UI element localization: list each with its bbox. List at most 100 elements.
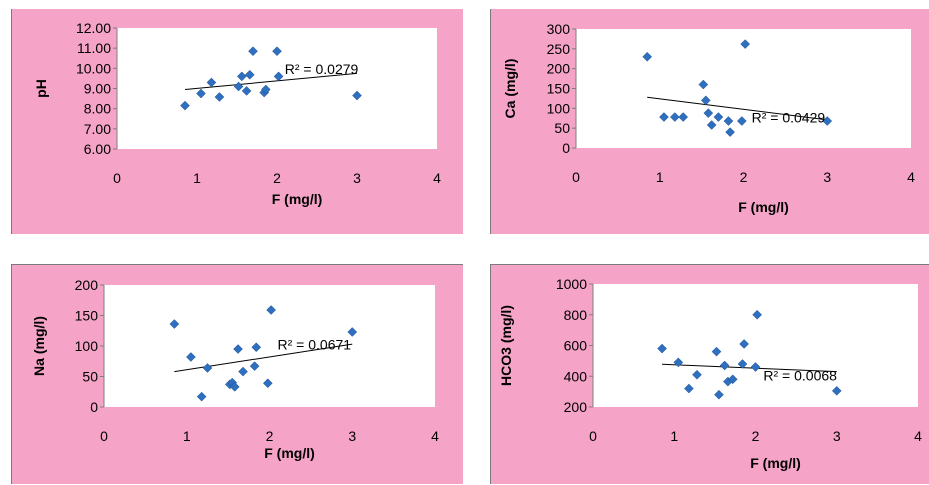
- c2-y-axis-title: Na (mg/l): [31, 316, 47, 376]
- c0-y-axis-title: pH: [33, 79, 49, 98]
- c3-x-axis-title: F (mg/l): [750, 455, 801, 471]
- c0-x-tick-label: 1: [193, 170, 201, 186]
- c1-data-point: [706, 120, 717, 130]
- c2-data-point: [186, 352, 196, 362]
- c0-data-point: [352, 90, 362, 101]
- c0-x-tick-label: 0: [113, 170, 121, 186]
- c3-x-tick-label: 1: [670, 428, 678, 444]
- c2-x-axis-title: F (mg/l): [264, 445, 315, 461]
- c0-x-tick-label: 3: [353, 170, 361, 186]
- c1-y-tick-label: 50: [554, 120, 570, 136]
- c1-trendline: [647, 96, 828, 121]
- c2-data-point: [202, 363, 213, 373]
- c2-x-tick-label: 0: [100, 428, 108, 444]
- c0-data-point: [206, 77, 217, 88]
- c2-y-tick-label: 50: [82, 369, 98, 385]
- c2-data-point: [233, 344, 243, 354]
- c0-y-tick-label: 8.00: [84, 101, 111, 117]
- c0-y-tick-label: 7.00: [84, 121, 111, 137]
- c0-r-squared-label: R² = 0.0279: [285, 61, 359, 77]
- c3-y-tick-label: 400: [564, 368, 588, 384]
- c2-y-tick-label: 150: [75, 308, 99, 324]
- c2-data-point: [196, 391, 207, 402]
- c0-y-tick-label: 9.00: [84, 81, 111, 97]
- c0-y-tick-label: 6.00: [84, 141, 111, 157]
- chart-svg-ca: 0 50 100 150 200 250 300 0 1 2 3 4 F (mg/l) Ca (mg/l)…: [502, 21, 915, 215]
- c1-y-tick-label: 250: [547, 41, 571, 57]
- c1-x-tick-label: 4: [907, 169, 915, 185]
- c0-data-point: [248, 46, 258, 57]
- c2-data-point: [169, 319, 180, 329]
- c1-data-point: [740, 39, 751, 49]
- c1-y-tick-label: 100: [547, 100, 571, 116]
- c3-trendline: [662, 363, 837, 373]
- c3-data-point: [692, 369, 702, 380]
- c1-x-axis-title: F (mg/l): [738, 199, 789, 215]
- c3-data-point: [684, 383, 694, 394]
- chart-panel-hco3: 200 400 600 800 1000 0 1 2 3 4 F (mg/l) HCO3 (mg/l)…: [490, 264, 929, 484]
- c2-data-point: [251, 342, 262, 353]
- c0-data-point: [214, 92, 225, 102]
- c3-y-tick-label: 600: [564, 338, 588, 354]
- c3-y-tick-label: 200: [564, 399, 588, 415]
- c0-data-point: [273, 71, 284, 82]
- c0-data-point: [244, 69, 255, 80]
- c2-data-point: [238, 366, 248, 377]
- c2-y-tick-label: 100: [75, 338, 99, 354]
- c1-data-point: [669, 112, 680, 122]
- chart-panel-na: 0 50 100 150 200 0 1 2 3 4 F (mg/l) Na (mg/l) R² = 0…: [11, 264, 463, 484]
- chart-panel-ca: 0 50 100 150 200 250 300 0 1 2 3 4 F (mg/l) Ca (mg/l)…: [490, 9, 929, 234]
- c2-data-point: [249, 361, 260, 371]
- c3-y-tick-label: 1000: [556, 276, 587, 292]
- c2-y-tick-label: 0: [90, 399, 98, 415]
- c0-data-point: [233, 81, 244, 92]
- c1-x-tick-label: 2: [740, 169, 748, 185]
- c1-data-point: [736, 116, 747, 126]
- c3-data-point: [711, 346, 722, 357]
- c1-data-point: [822, 116, 833, 126]
- c1-y-tick-label: 150: [547, 81, 571, 97]
- c3-data-point: [752, 309, 762, 320]
- c2-plot-area: [104, 285, 435, 407]
- c1-data-point: [713, 112, 724, 122]
- c1-x-tick-label: 3: [823, 169, 831, 185]
- c0-data-point: [260, 84, 271, 95]
- c3-y-axis-title: HCO3 (mg/l): [498, 305, 514, 386]
- c2-data-point: [347, 327, 358, 337]
- c2-r-squared-label: R² = 0.0671: [278, 337, 352, 353]
- chart-panel-ph: 6.00 7.00 8.00 9.00 10.00 11.00 12.00 0 1 2 3 4 F (m…: [11, 9, 463, 234]
- chart-svg-na: 0 50 100 150 200 0 1 2 3 4 F (mg/l) Na (mg/l) R² = 0…: [31, 277, 439, 461]
- c3-y-tick-label: 800: [564, 307, 588, 323]
- c0-data-point: [236, 71, 247, 82]
- c3-data-point: [737, 359, 748, 369]
- c1-data-point: [703, 108, 714, 118]
- c1-data-point: [700, 95, 711, 106]
- c2-data-point: [266, 305, 277, 315]
- c0-trendline: [184, 72, 358, 91]
- c1-y-tick-label: 300: [547, 21, 571, 37]
- c3-x-tick-label: 4: [914, 428, 922, 444]
- c3-data-point: [657, 343, 667, 354]
- c2-data-point: [262, 378, 273, 389]
- c0-x-tick-label: 4: [433, 170, 441, 186]
- c2-data-point: [229, 382, 240, 392]
- c1-data-point: [678, 112, 689, 122]
- c1-data-point: [698, 79, 709, 90]
- c2-x-tick-label: 3: [348, 428, 356, 444]
- c3-x-tick-label: 3: [833, 428, 841, 444]
- c3-plot-area: [593, 284, 918, 407]
- c1-data-point: [723, 116, 734, 126]
- c0-data-point: [196, 88, 206, 99]
- c2-y-tick-label: 200: [75, 277, 99, 293]
- c3-data-point: [831, 386, 842, 396]
- c0-y-tick-label: 11.00: [77, 40, 111, 56]
- c1-data-point: [725, 127, 735, 137]
- c3-x-tick-label: 2: [752, 428, 760, 444]
- c1-x-tick-label: 1: [656, 169, 664, 185]
- c3-r-squared-label: R² = 0.0068: [763, 368, 837, 384]
- c0-x-tick-label: 2: [273, 170, 281, 186]
- chart-svg-hco3: 200 400 600 800 1000 0 1 2 3 4 F (mg/l) HCO3 (mg/l)…: [498, 276, 922, 471]
- c3-data-point: [719, 360, 730, 371]
- c2-x-tick-label: 4: [431, 428, 439, 444]
- c0-y-tick-label: 12.00: [76, 20, 111, 36]
